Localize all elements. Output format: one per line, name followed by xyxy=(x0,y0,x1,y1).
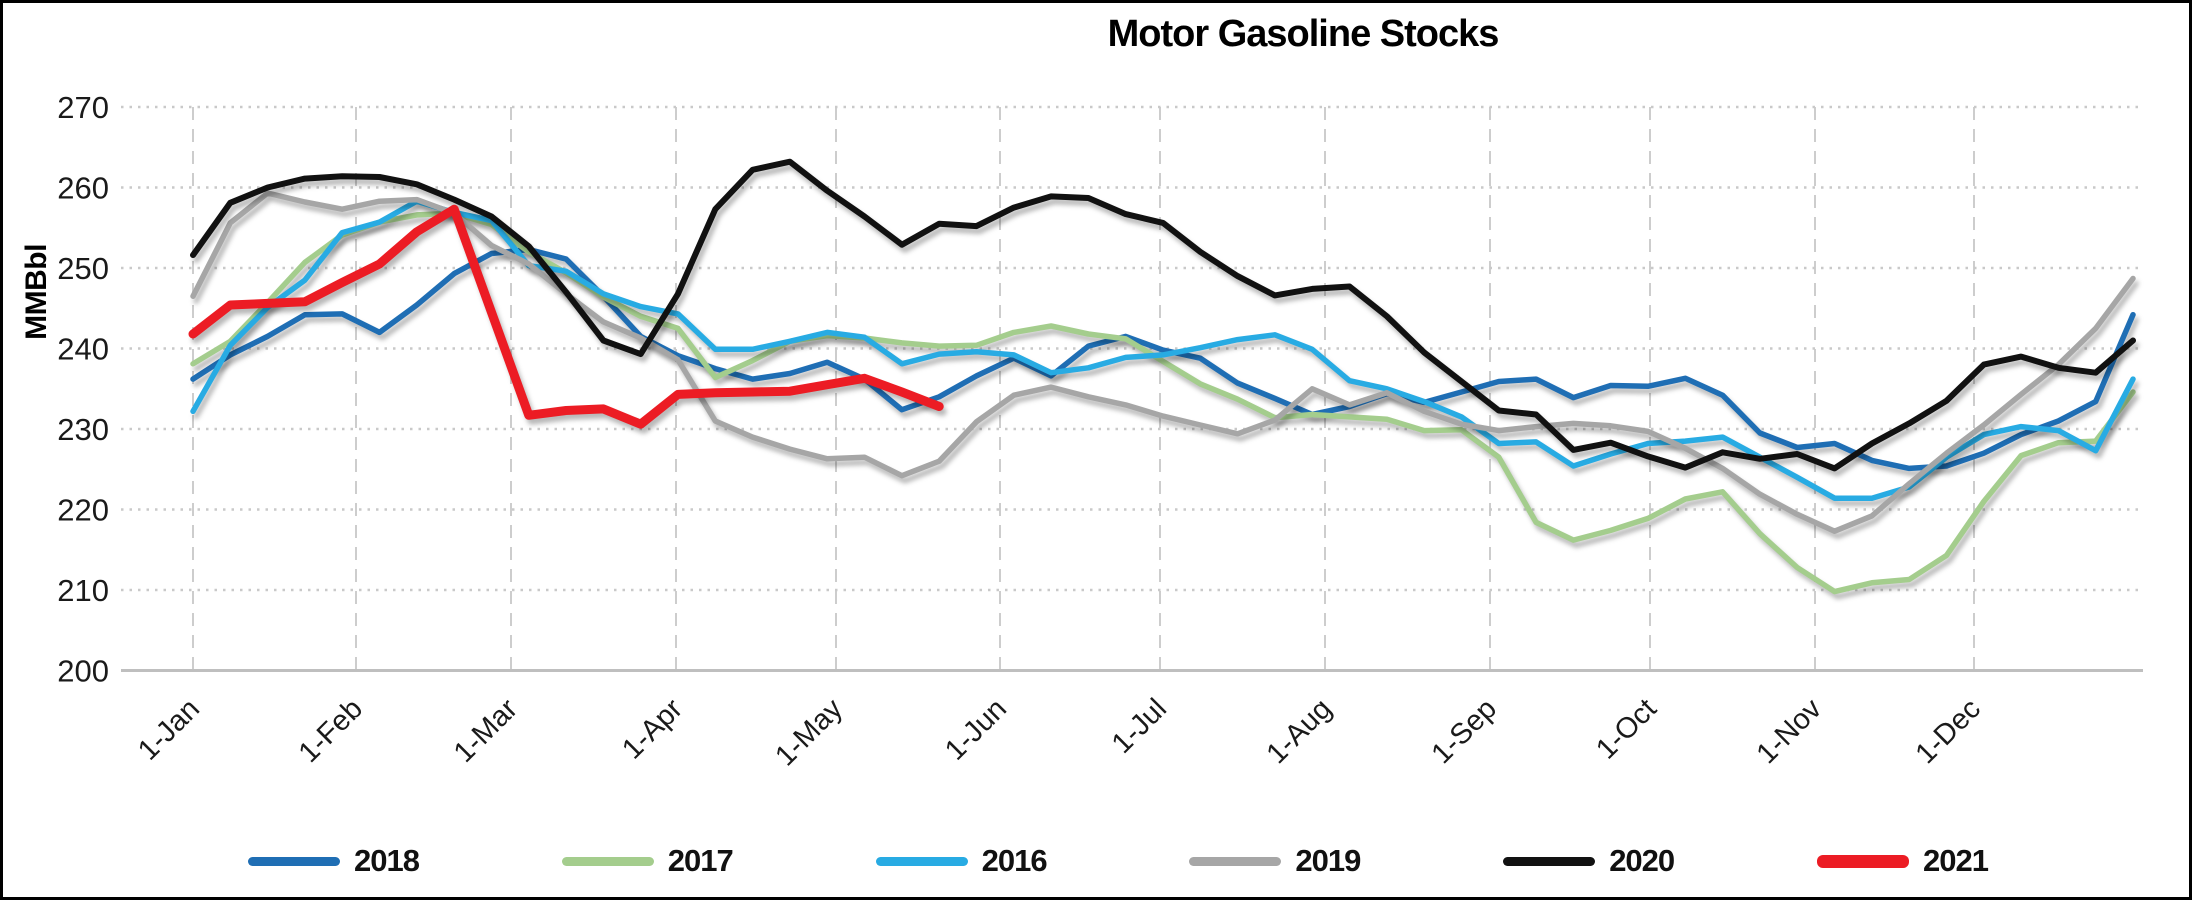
x-tick-label: 1-Mar xyxy=(448,693,524,769)
x-tick-label: 1-Jun xyxy=(939,693,1013,767)
x-tick-label: 1-Feb xyxy=(293,693,369,769)
plot-area: 270 260 250 240 230 220 210 200 1-Jan 1-Feb 1-Mar 1… xyxy=(57,90,2143,772)
y-tick-label: 240 xyxy=(57,332,109,367)
x-tick-label: 1-Aug xyxy=(1261,693,1338,770)
legend-label-2018: 2018 xyxy=(354,843,420,878)
legend-swatch-2016 xyxy=(875,856,968,866)
y-tick-label: 260 xyxy=(57,171,109,206)
x-tick-label: 1-Apr xyxy=(616,693,689,766)
y-tick-label: 250 xyxy=(57,251,109,286)
y-tick-label: 220 xyxy=(57,493,109,528)
legend-label-2016: 2016 xyxy=(981,843,1048,878)
legend-item-2020: 2020 xyxy=(1503,843,1675,879)
y-tick-label: 210 xyxy=(57,573,109,608)
x-tick-label: 1-Nov xyxy=(1751,692,1829,770)
legend-label-2017: 2017 xyxy=(667,843,734,878)
legend-swatch-2019 xyxy=(1189,856,1282,866)
legend-label-2019: 2019 xyxy=(1295,843,1361,878)
x-tick-label: 1-Jan xyxy=(132,693,206,767)
legend-label-2020: 2020 xyxy=(1609,843,1675,878)
series-line-2016 xyxy=(190,198,2136,501)
legend-label-2021: 2021 xyxy=(1922,843,1989,878)
legend-swatch-2021 xyxy=(1816,854,1909,868)
legend-item-2018: 2018 xyxy=(248,843,420,879)
y-tick-label: 200 xyxy=(57,654,109,689)
legend-swatch-2017 xyxy=(561,856,654,866)
y-tick-label: 230 xyxy=(57,412,109,447)
legend-item-2017: 2017 xyxy=(561,843,734,879)
chart-title: Motor Gasoline Stocks xyxy=(1107,13,1500,55)
x-tick-label: 1-Sep xyxy=(1426,693,1503,770)
legend-item-2016: 2016 xyxy=(875,843,1048,879)
x-tick-label: 1-May xyxy=(769,692,849,772)
x-tick-label: 1-Oct xyxy=(1590,693,1663,766)
x-tick-label: 1-Jul xyxy=(1106,693,1173,760)
legend-swatch-2020 xyxy=(1503,856,1596,866)
series-line-2021 xyxy=(188,204,944,429)
legend-swatch-2018 xyxy=(248,856,340,866)
series-line-2017 xyxy=(190,210,2136,595)
series-line-2019 xyxy=(190,190,2136,534)
y-tick-label: 270 xyxy=(57,90,109,125)
x-tick-label: 1-Dec xyxy=(1910,693,1987,770)
series-line-2020 xyxy=(190,158,2136,472)
legend: 2018 2017 2016 2019 2020 2021 xyxy=(248,843,1989,879)
legend-item-2019: 2019 xyxy=(1189,843,1361,879)
legend-item-2021: 2021 xyxy=(1816,843,1989,879)
